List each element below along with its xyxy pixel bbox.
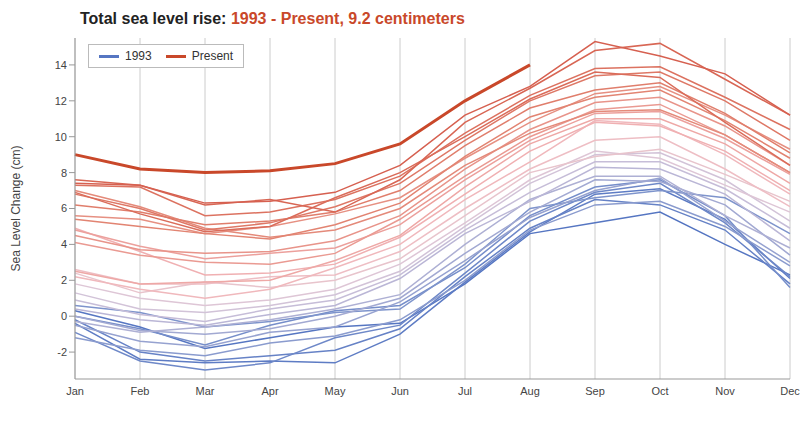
svg-text:Sea Level Change (cm): Sea Level Change (cm) [9,145,23,271]
html-text:Total sea level rise: 1993 - P: Total sea level rise: 1993 - Present, 9.… [80,10,465,27]
svg-text:10: 10 [55,131,67,143]
svg-text:Apr: Apr [261,385,278,397]
svg-text:Oct: Oct [651,385,668,397]
svg-text:14: 14 [55,59,67,71]
svg-text:8: 8 [61,167,67,179]
html-text:1993: 1993 [125,49,152,63]
svg-text:6: 6 [61,202,67,214]
html-text:Present: Present [191,49,234,63]
svg-text:Jun: Jun [391,385,409,397]
svg-text:Nov: Nov [715,385,735,397]
svg-text:Mar: Mar [196,385,215,397]
svg-text:12: 12 [55,95,67,107]
svg-text:Dec: Dec [780,385,800,397]
svg-text:-2: -2 [57,346,67,358]
svg-text:Sep: Sep [585,385,605,397]
svg-text:Jul: Jul [458,385,472,397]
svg-text:4: 4 [61,238,67,250]
svg-text:2: 2 [61,274,67,286]
svg-text:0: 0 [61,310,67,322]
svg-text:May: May [325,385,346,397]
svg-text:Feb: Feb [131,385,150,397]
svg-text:Jan: Jan [66,385,84,397]
svg-text:Aug: Aug [520,385,540,397]
